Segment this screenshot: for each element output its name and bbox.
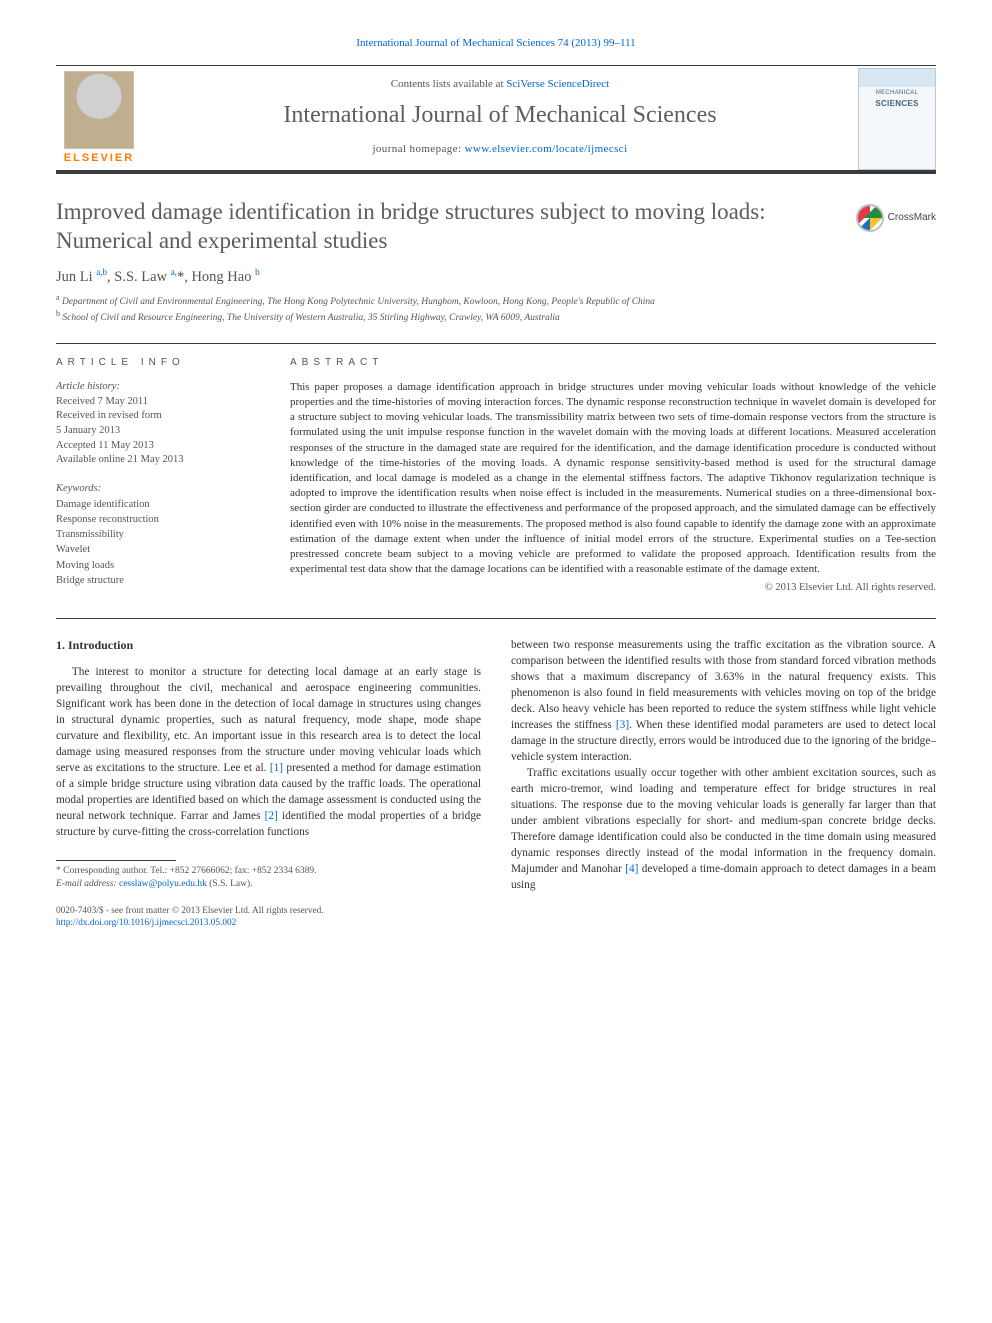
keyword-item: Response reconstruction bbox=[56, 512, 254, 527]
keyword-item: Moving loads bbox=[56, 558, 254, 573]
crossmark-badge[interactable]: CrossMark bbox=[856, 204, 936, 232]
affiliation-a: Department of Civil and Environmental En… bbox=[62, 297, 655, 307]
accepted-date: Accepted 11 May 2013 bbox=[56, 439, 254, 454]
section-1-heading: 1. Introduction bbox=[56, 637, 481, 654]
corr-author-text: Corresponding author. Tel.: +852 2766606… bbox=[63, 866, 316, 876]
ref-4-link[interactable]: [4] bbox=[625, 863, 638, 875]
crossmark-label: CrossMark bbox=[888, 211, 936, 225]
contents-prefix: Contents lists available at bbox=[391, 78, 506, 90]
contents-available-line: Contents lists available at SciVerse Sci… bbox=[391, 77, 609, 92]
abstract-bottom-divider bbox=[56, 618, 936, 619]
front-matter-line: 0020-7403/$ - see front matter © 2013 El… bbox=[56, 905, 481, 918]
section-divider bbox=[56, 343, 936, 344]
history-label: Article history: bbox=[56, 380, 254, 395]
elsevier-logo: ELSEVIER bbox=[56, 68, 142, 170]
journal-homepage-link[interactable]: www.elsevier.com/locate/ijmecsci bbox=[465, 143, 628, 155]
doi-link[interactable]: http://dx.doi.org/10.1016/j.ijmecsci.201… bbox=[56, 918, 236, 928]
homepage-prefix: journal homepage: bbox=[372, 143, 464, 155]
received-date: Received 7 May 2011 bbox=[56, 395, 254, 410]
keywords-label: Keywords: bbox=[56, 482, 254, 497]
keyword-item: Damage identification bbox=[56, 497, 254, 512]
ref-1-link[interactable]: [1] bbox=[270, 762, 283, 774]
email-paren: (S.S. Law). bbox=[207, 879, 253, 889]
intro-para-2: between two response measurements using … bbox=[511, 637, 936, 765]
affiliations: a Department of Civil and Environmental … bbox=[56, 293, 936, 325]
keyword-item: Transmissibility bbox=[56, 527, 254, 542]
elsevier-tree-icon bbox=[64, 71, 134, 149]
sciencedirect-link[interactable]: SciVerse ScienceDirect bbox=[506, 78, 609, 90]
top-citation-link[interactable]: International Journal of Mechanical Scie… bbox=[356, 37, 635, 49]
abstract-copyright: © 2013 Elsevier Ltd. All rights reserved… bbox=[290, 581, 936, 596]
revised-line2: 5 January 2013 bbox=[56, 424, 254, 439]
abstract-text: This paper proposes a damage identificat… bbox=[290, 380, 936, 577]
crossmark-icon bbox=[856, 204, 884, 232]
revised-line1: Received in revised form bbox=[56, 409, 254, 424]
journal-name: International Journal of Mechanical Scie… bbox=[283, 99, 716, 133]
online-date: Available online 21 May 2013 bbox=[56, 453, 254, 468]
elsevier-wordmark: ELSEVIER bbox=[64, 151, 134, 166]
intro-para-1: The interest to monitor a structure for … bbox=[56, 664, 481, 840]
article-body: 1. Introduction The interest to monitor … bbox=[56, 637, 936, 930]
authors-line: Jun Li a,b, S.S. Law a,*, Hong Hao b bbox=[56, 266, 936, 287]
keywords-list: Damage identificationResponse reconstruc… bbox=[56, 497, 254, 588]
cover-word-big: SCIENCES bbox=[875, 98, 918, 109]
footnote-separator bbox=[56, 860, 176, 861]
abstract-heading: ABSTRACT bbox=[290, 356, 936, 370]
journal-homepage-line: journal homepage: www.elsevier.com/locat… bbox=[372, 142, 627, 157]
paper-title: Improved damage identification in bridge… bbox=[56, 198, 844, 256]
affiliation-b: School of Civil and Resource Engineering… bbox=[62, 313, 559, 323]
ref-2-link[interactable]: [2] bbox=[265, 810, 278, 822]
ref-3-link[interactable]: [3] bbox=[616, 719, 629, 731]
email-label: E-mail address: bbox=[56, 879, 119, 889]
keyword-item: Wavelet bbox=[56, 542, 254, 557]
journal-header: ELSEVIER Contents lists available at Sci… bbox=[56, 65, 936, 174]
article-history: Article history: Received 7 May 2011 Rec… bbox=[56, 380, 254, 588]
corr-author-email-link[interactable]: cesslaw@polyu.edu.hk bbox=[119, 879, 207, 889]
front-matter-meta: 0020-7403/$ - see front matter © 2013 El… bbox=[56, 905, 481, 930]
cover-word-small: MECHANICAL bbox=[876, 89, 918, 97]
article-info-heading: ARTICLE INFO bbox=[56, 356, 254, 370]
journal-cover-thumbnail: MECHANICAL SCIENCES bbox=[858, 68, 936, 170]
keyword-item: Bridge structure bbox=[56, 573, 254, 588]
corresponding-author-footnote: * Corresponding author. Tel.: +852 27666… bbox=[56, 865, 481, 891]
intro-para-3: Traffic excitations usually occur togeth… bbox=[511, 765, 936, 893]
